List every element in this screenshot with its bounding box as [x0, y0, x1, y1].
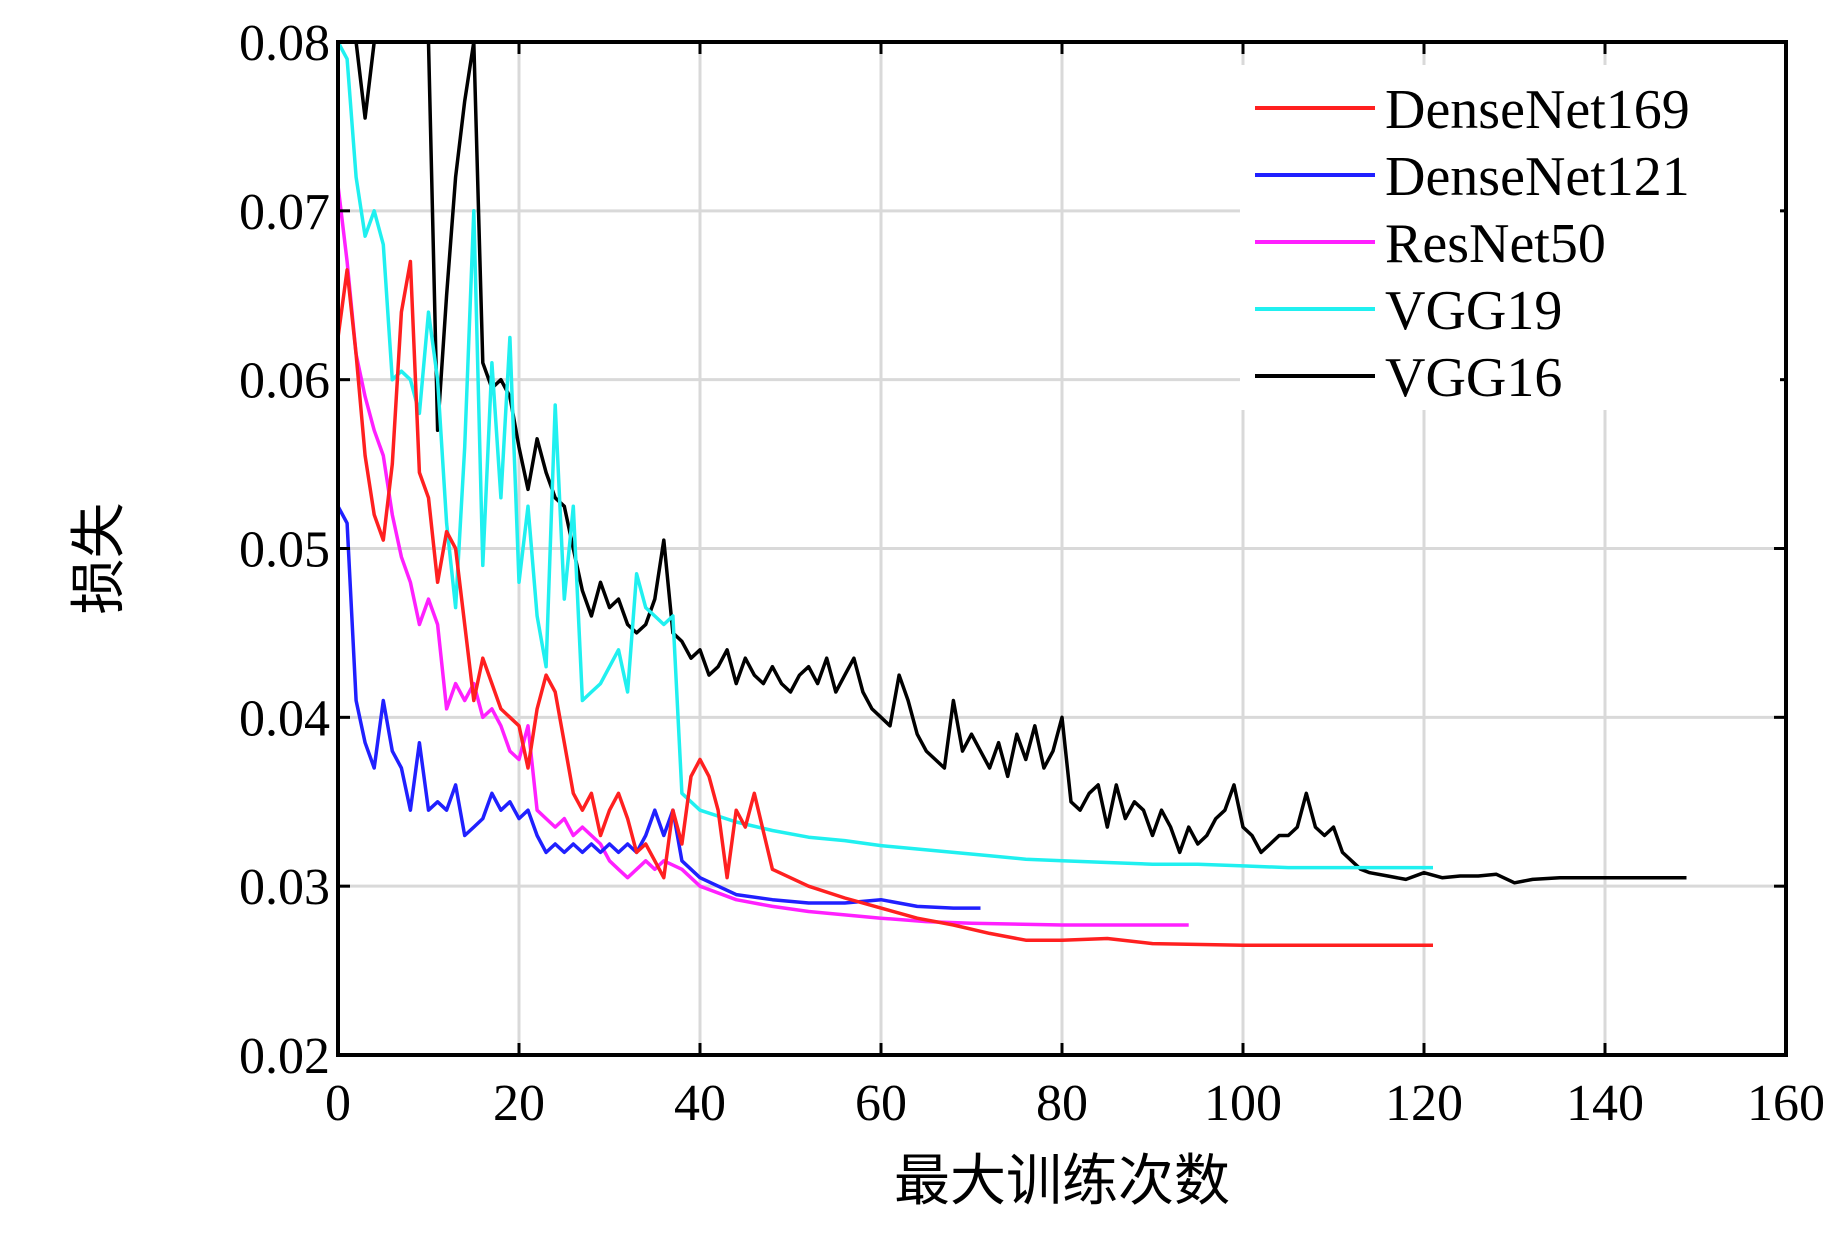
series-line-resnet50	[338, 185, 1189, 927]
x-tick-label: 100	[1204, 1075, 1282, 1132]
series-line-vgg16	[338, 42, 1687, 885]
x-tick-label: 20	[493, 1075, 545, 1132]
x-tick-label: 160	[1747, 1075, 1825, 1132]
legend-label: DenseNet121	[1385, 146, 1690, 208]
legend-label: ResNet50	[1385, 213, 1606, 275]
x-axis-title: 最大训练次数	[894, 1149, 1230, 1214]
x-tick-label: 120	[1385, 1075, 1463, 1132]
x-tick-label: 0	[325, 1075, 351, 1132]
series-line-vgg19	[338, 42, 1433, 870]
legend-label: VGG19	[1385, 280, 1562, 342]
axis-ticks: 0 20 40 60 80 100 120 140 160 0.02 0.03 0.04 0.05 0.0…	[239, 15, 1825, 1132]
x-tick-label: 80	[1036, 1075, 1088, 1132]
y-tick-label: 0.05	[239, 522, 330, 579]
y-tick-label: 0.02	[239, 1028, 330, 1085]
series-line-densenet169	[338, 259, 1433, 948]
x-tick-label: 40	[674, 1075, 726, 1132]
legend-background	[1240, 65, 1780, 410]
y-axis-title: 损失	[67, 503, 132, 615]
x-tick-label: 140	[1566, 1075, 1644, 1132]
y-tick-label: 0.06	[239, 353, 330, 410]
y-tick-label: 0.04	[239, 690, 330, 747]
y-tick-label: 0.03	[239, 859, 330, 916]
series-line-densenet121	[338, 505, 981, 910]
legend-label: VGG16	[1385, 347, 1562, 409]
y-tick-label: 0.07	[239, 184, 330, 241]
legend-label: DenseNet169	[1385, 79, 1690, 141]
series-lines	[338, 42, 1687, 948]
x-tick-label: 60	[855, 1075, 907, 1132]
y-tick-label: 0.08	[239, 15, 330, 72]
